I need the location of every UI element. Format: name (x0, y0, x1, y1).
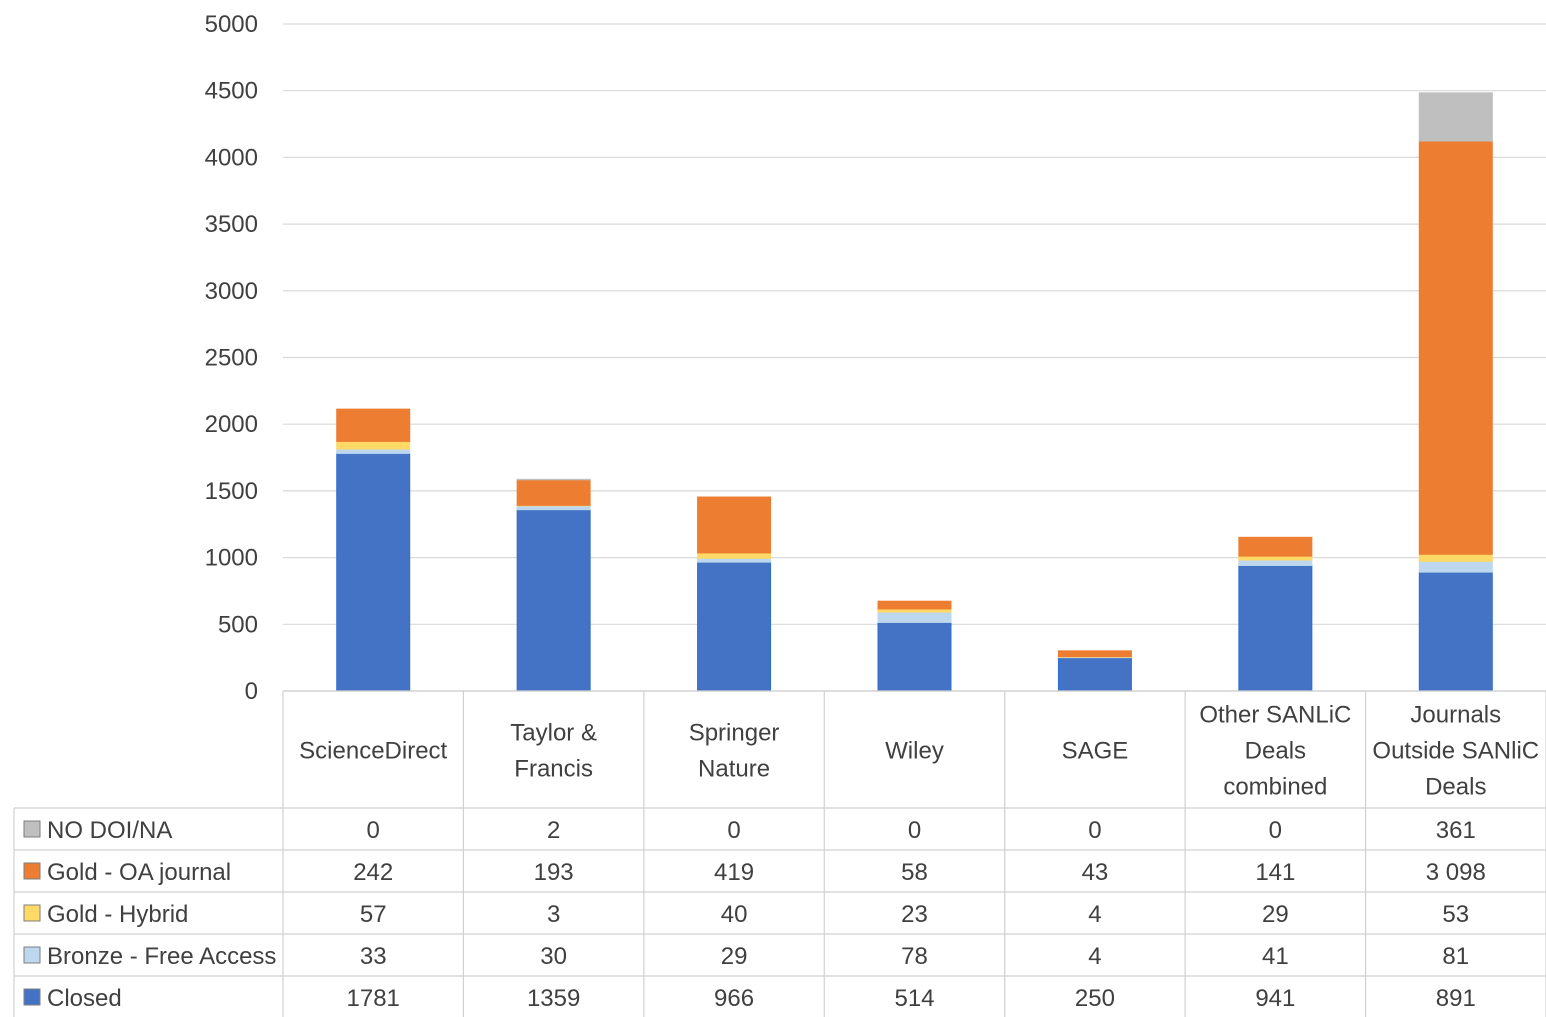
table-cell-value: 30 (540, 943, 567, 970)
table-cell-value: 4 (1088, 901, 1101, 928)
legend-label-gold-hybrid: Gold - Hybrid (47, 901, 188, 928)
bar-segment-gold-oa-journal-sage (1057, 650, 1132, 658)
table-cell-value: 29 (1262, 901, 1289, 928)
legend-key-no-doi-na (23, 820, 41, 838)
table-row-gold-oa-journal: Gold - OA journal 242 193 419 58 43 141 3 098 (23, 859, 1486, 886)
legend-key-bronze-free-access (23, 946, 41, 964)
table-cell-value: 361 (1436, 817, 1476, 844)
legend-label-no-doi-na: NO DOI/NA (47, 817, 172, 844)
bar-segment-closed-sciencedirect (336, 452, 411, 692)
legend-key-closed (23, 988, 41, 1006)
y-tick-label: 0 (245, 678, 258, 705)
table-cell-value: 141 (1255, 859, 1295, 886)
table-cell-value: 250 (1075, 985, 1115, 1012)
y-axis-tick-labels: 0 500 1000 1500 2000 2500 3000 3500 4000 4500 5000 (205, 11, 258, 705)
bar-segment-no-doi-na-taylor-and-francis (516, 478, 591, 481)
bar-segment-bronze-free-access-sciencedirect (336, 448, 411, 454)
table-cell-value: 242 (353, 859, 393, 886)
table-cell-value: 4 (1088, 943, 1101, 970)
category-label-sciencedirect: ScienceDirect (299, 738, 447, 765)
table-cell-value: 33 (360, 943, 387, 970)
bar-segment-closed-springer-nature (697, 561, 772, 692)
bars (336, 92, 1493, 692)
bar-segment-bronze-free-access-taylor-and-francis (516, 505, 591, 511)
legend-label-bronze-free-access: Bronze - Free Access (47, 943, 276, 970)
table-cell-value: 43 (1082, 859, 1109, 886)
table-cell-value: 0 (367, 817, 380, 844)
bar-segment-gold-oa-journal-taylor-and-francis (516, 479, 591, 506)
table-cell-value: 193 (534, 859, 574, 886)
bar-segment-closed-other-sanlic-deals-combined (1238, 564, 1313, 692)
table-cell-value: 3 098 (1426, 859, 1486, 886)
table-row-bronze-free-access: Bronze - Free Access 33 30 29 78 4 41 81 (23, 943, 1469, 970)
table-cell-value: 40 (721, 901, 748, 928)
bar-segment-gold-oa-journal-sciencedirect (336, 408, 411, 442)
table-cell-value: 41 (1262, 943, 1289, 970)
bar-segment-closed-wiley (877, 621, 952, 692)
bar-segment-closed-sage (1057, 657, 1132, 692)
bar-segment-gold-oa-journal-journals-outside-sanlic-deals (1418, 140, 1493, 555)
table-cell-value: 58 (901, 859, 928, 886)
table-cell-value: 1359 (527, 985, 580, 1012)
bar-segment-bronze-free-access-springer-nature (697, 557, 772, 563)
legend-key-gold-oa-journal (23, 862, 41, 880)
bar-segment-gold-hybrid-journals-outside-sanlic-deals (1418, 553, 1493, 562)
category-label-taylor-and-francis: Taylor & Francis (510, 720, 597, 783)
bar-segment-gold-oa-journal-other-sanlic-deals-combined (1238, 536, 1313, 557)
legend-label-closed: Closed (47, 985, 122, 1012)
data-table: ScienceDirect Taylor & Francis Springer Natu… (13, 690, 1546, 1017)
table-row-gold-hybrid: Gold - Hybrid 57 3 40 23 4 29 53 (23, 901, 1469, 928)
table-cell-value: 2 (547, 817, 560, 844)
table-cell-value: 941 (1255, 985, 1295, 1012)
category-label-springer-nature: Springer Nature (689, 720, 780, 783)
bar-segment-bronze-free-access-other-sanlic-deals-combined (1238, 559, 1313, 566)
gridlines (283, 23, 1546, 692)
table-cell-value: 0 (1269, 817, 1282, 844)
bar-segment-gold-oa-journal-springer-nature (697, 496, 772, 554)
bar-segment-gold-hybrid-springer-nature (697, 552, 772, 559)
bar-segment-bronze-free-access-journals-outside-sanlic-deals (1418, 560, 1493, 573)
legend-key-gold-hybrid (23, 904, 41, 922)
y-tick-label: 1500 (205, 478, 258, 505)
category-label-sage: SAGE (1062, 738, 1129, 765)
table-cell-value: 0 (727, 817, 740, 844)
table-row-no-doi-na: NO DOI/NA 0 2 0 0 0 0 361 (23, 817, 1476, 844)
table-cell-value: 0 (908, 817, 921, 844)
category-label-wiley: Wiley (885, 738, 944, 765)
table-cell-value: 23 (901, 901, 928, 928)
y-tick-label: 2500 (205, 345, 258, 372)
y-tick-label: 2000 (205, 411, 258, 438)
table-cell-value: 1781 (347, 985, 400, 1012)
table-cell-value: 966 (714, 985, 754, 1012)
y-tick-label: 4000 (205, 144, 258, 171)
bar-segment-closed-taylor-and-francis (516, 509, 591, 692)
legend-label-gold-oa-journal: Gold - OA journal (47, 859, 231, 886)
bar-segment-gold-hybrid-other-sanlic-deals-combined (1238, 555, 1313, 561)
table-cell-value: 3 (547, 901, 560, 928)
bar-segment-gold-hybrid-sciencedirect (336, 440, 411, 450)
bar-segment-closed-journals-outside-sanlic-deals (1418, 571, 1493, 692)
table-cell-value: 81 (1442, 943, 1469, 970)
table-cell-value: 514 (894, 985, 934, 1012)
bar-segment-no-doi-na-journals-outside-sanlic-deals (1418, 92, 1493, 142)
y-tick-label: 3000 (205, 278, 258, 305)
table-cell-value: 57 (360, 901, 387, 928)
table-cell-value: 29 (721, 943, 748, 970)
y-tick-label: 500 (218, 611, 258, 638)
y-tick-label: 3500 (205, 211, 258, 238)
y-tick-label: 5000 (205, 11, 258, 38)
table-cell-value: 891 (1436, 985, 1476, 1012)
category-label-other-sanlic-deals-combined: Other SANLiC Deals combined (1199, 702, 1351, 801)
table-cell-value: 0 (1088, 817, 1101, 844)
table-cell-value: 53 (1442, 901, 1469, 928)
category-label-journals-outside-sanlic-deals: Journals Outside SANliC Deals (1372, 702, 1539, 801)
bar-segment-bronze-free-access-wiley (877, 611, 952, 623)
bar-segment-gold-oa-journal-wiley (877, 600, 952, 610)
table-row-closed: Closed 1781 1359 966 514 250 941 891 (23, 985, 1476, 1012)
table-cell-value: 78 (901, 943, 928, 970)
y-tick-label: 1000 (205, 545, 258, 572)
y-tick-label: 4500 (205, 78, 258, 105)
table-cell-value: 419 (714, 859, 754, 886)
